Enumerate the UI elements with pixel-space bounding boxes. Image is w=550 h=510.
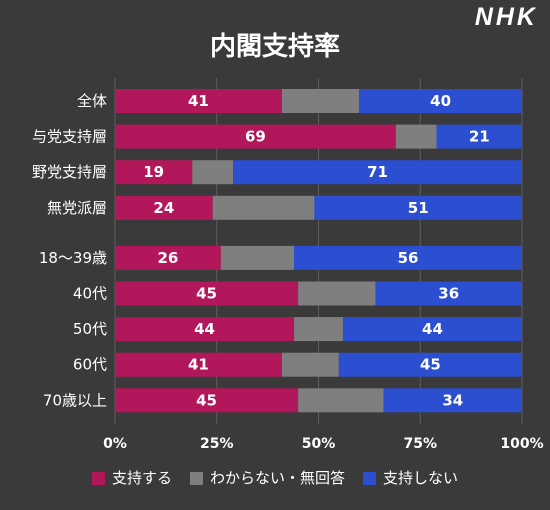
bar-segment-oppose: [294, 245, 522, 270]
x-tick-label: 25%: [200, 436, 234, 452]
chart-title: 内閣支持率: [209, 32, 340, 62]
legend: 支持する わからない・無回答 支持しない: [0, 468, 550, 488]
bar-segment-undecided: [281, 352, 339, 377]
legend-swatch-oppose: [363, 471, 376, 485]
bar-segment-oppose: [375, 281, 522, 306]
bar-segment-support: [115, 160, 193, 185]
bar-segment-undecided: [294, 317, 343, 342]
bar-segment-support: [115, 281, 299, 306]
data-label-oppose: 21: [469, 128, 490, 146]
data-label-support: 41: [188, 356, 209, 374]
bar-segment-oppose: [314, 195, 522, 220]
data-label-support: 44: [194, 320, 215, 338]
legend-label-support: 支持する: [111, 469, 172, 487]
legend-label-undecided: わからない・無回答: [209, 469, 345, 487]
data-label-oppose: 34: [442, 391, 463, 409]
bar-segment-oppose: [233, 160, 522, 185]
bar-segment-oppose: [383, 388, 522, 413]
data-label-oppose: 51: [408, 199, 429, 217]
data-label-support: 69: [245, 128, 266, 146]
bar-segment-undecided: [298, 388, 384, 413]
bar-segment-support: [115, 124, 396, 149]
bar-segment-oppose: [436, 124, 522, 149]
data-label-support: 19: [143, 163, 164, 181]
data-label-support: 45: [196, 391, 217, 409]
data-label-support: 26: [157, 249, 178, 267]
bar-segment-support: [115, 245, 221, 270]
bar-segment-undecided: [220, 245, 295, 270]
nhk-logo: NHK: [474, 3, 538, 31]
x-tick-label: 50%: [302, 436, 336, 452]
bar-segment-support: [115, 388, 299, 413]
category-label: 野党支持層: [32, 163, 107, 181]
data-label-oppose: 71: [367, 163, 388, 181]
bar-segment-oppose: [338, 352, 522, 377]
category-label: 60代: [73, 356, 107, 374]
data-label-oppose: 40: [430, 92, 451, 110]
bar-segment-undecided: [212, 195, 315, 220]
category-label: 40代: [73, 285, 107, 303]
data-label-support: 45: [196, 285, 217, 303]
bar-segment-undecided: [281, 89, 360, 113]
legend-label-oppose: 支持しない: [383, 469, 459, 487]
data-label-oppose: 56: [398, 249, 419, 267]
category-label: 50代: [73, 320, 107, 338]
category-label: 全体: [77, 92, 107, 110]
bar-segment-support: [115, 317, 295, 342]
legend-item-support: 支持する: [91, 468, 172, 488]
category-label: 与党支持層: [32, 128, 107, 146]
data-label-support: 41: [188, 92, 209, 110]
x-tick-label: 0%: [103, 436, 127, 452]
bar-segment-support: [115, 195, 213, 220]
data-label-support: 24: [153, 199, 174, 217]
bar-segment-oppose: [359, 89, 522, 113]
bar-segment-support: [115, 352, 282, 377]
data-label-oppose: 36: [438, 285, 459, 303]
x-tick-label: 75%: [403, 436, 437, 452]
legend-swatch-undecided: [189, 471, 203, 485]
legend-item-oppose: 支持しない: [363, 468, 458, 488]
category-label: 無党派層: [47, 199, 107, 217]
legend-swatch-support: [91, 471, 105, 485]
bar-segment-support: [115, 89, 282, 113]
bar-segment-undecided: [395, 124, 437, 149]
data-label-oppose: 44: [422, 320, 443, 338]
category-label: 18〜39歳: [39, 249, 107, 267]
bar-segment-undecided: [298, 281, 376, 306]
data-label-oppose: 45: [420, 356, 441, 374]
bar-segment-oppose: [342, 317, 522, 342]
x-tick-label: 100%: [500, 436, 543, 452]
legend-item-undecided: わからない・無回答: [189, 468, 345, 488]
bar-segment-undecided: [192, 160, 234, 185]
category-label: 70歳以上: [43, 391, 107, 409]
